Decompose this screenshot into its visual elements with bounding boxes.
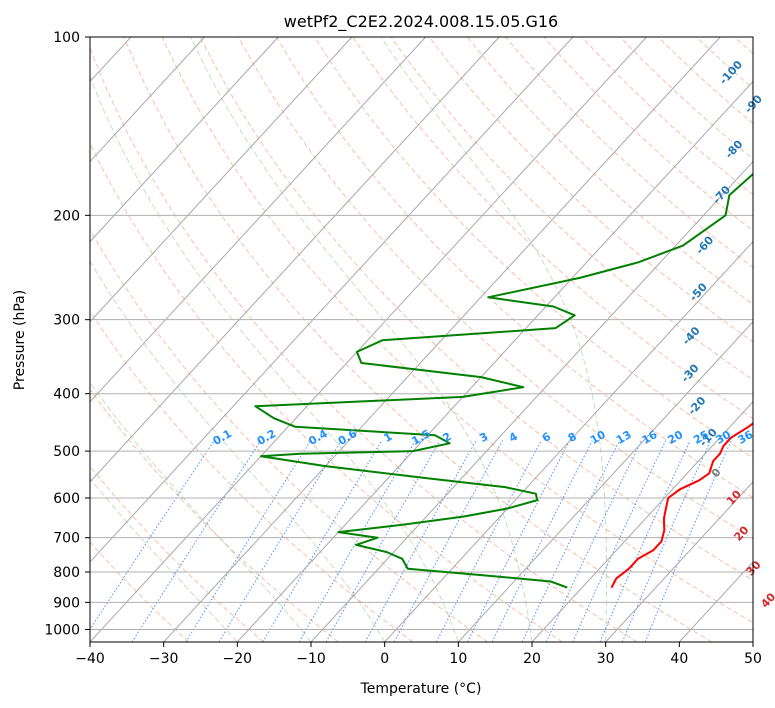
dry-adiabat-line — [90, 465, 264, 642]
isotherm-line — [163, 37, 721, 642]
isotherm-line — [90, 37, 426, 403]
isotherm-line — [605, 481, 753, 642]
temperature-profile-line — [610, 422, 753, 589]
isotherm-line — [90, 37, 574, 563]
dry-adiabat-line — [90, 46, 638, 642]
dry-adiabat-line — [90, 142, 563, 642]
mixing-ratio-line — [90, 440, 215, 631]
x-axis-label: Temperature (°C) — [360, 681, 482, 697]
y-tick-label: 600 — [53, 491, 80, 507]
mixing-ratio-line — [131, 440, 262, 642]
y-tick-label: 1000 — [44, 622, 80, 638]
mixing-ratio-line — [621, 440, 712, 642]
isotherm-label: 40 — [758, 590, 775, 610]
x-tick-label: 20 — [523, 651, 541, 667]
x-tick-label: −10 — [296, 651, 326, 667]
mixing-ratio-line — [393, 440, 504, 642]
dry-adiabat-line — [90, 388, 339, 642]
dry-adiabat-line — [199, 37, 753, 581]
y-axis-label: Pressure (hPa) — [12, 290, 28, 390]
x-tick-label: 0 — [380, 651, 389, 667]
isotherm-line — [90, 37, 353, 323]
plot-frame — [89, 36, 754, 643]
dewpoint-profile-line — [254, 172, 753, 589]
dry-adiabat-line — [237, 37, 753, 540]
x-tick-label: 10 — [449, 651, 467, 667]
isotherm-line — [90, 37, 205, 163]
isotherm-line — [90, 37, 279, 243]
mixing-ratio-line — [491, 440, 593, 642]
isotherm-line — [457, 320, 753, 642]
x-tick-label: −40 — [75, 651, 105, 667]
dry-adiabat-line — [352, 37, 753, 420]
isotherm-line — [531, 401, 753, 642]
mixing-ratio-line — [435, 440, 542, 642]
mixing-ratio-line — [185, 440, 312, 642]
y-tick-label: 300 — [53, 313, 80, 329]
moist-adiabat-line — [90, 260, 386, 642]
moist-adiabat-line — [90, 477, 238, 642]
isotherm-line — [752, 641, 753, 642]
isotherm-line — [310, 160, 753, 642]
y-tick-label: 700 — [53, 531, 80, 547]
moist-adiabat-line — [90, 75, 459, 642]
x-tick-label: −20 — [223, 651, 253, 667]
dry-adiabat-line — [161, 37, 753, 624]
mixing-ratio-line — [262, 440, 383, 642]
mixing-ratio-line — [298, 440, 416, 642]
isotherm-line — [90, 37, 647, 642]
y-tick-label: 200 — [53, 208, 80, 224]
y-tick-label: 500 — [53, 444, 80, 460]
isotherm-line — [90, 37, 500, 483]
x-tick-label: 50 — [744, 651, 762, 667]
moist-adiabat-line — [380, 37, 608, 642]
dry-adiabat-line — [123, 37, 712, 642]
x-tick-label: −30 — [149, 651, 179, 667]
isotherm-line — [236, 80, 753, 642]
dry-adiabat-line — [276, 37, 753, 499]
mixing-ratio-line — [521, 440, 620, 642]
mixing-ratio-line — [218, 440, 342, 642]
dry-adiabat-line — [466, 37, 753, 305]
isotherm-line — [384, 240, 753, 642]
plot-background — [90, 37, 753, 642]
y-tick-label: 100 — [53, 30, 80, 46]
dry-adiabat-line — [390, 37, 753, 381]
dry-adiabat-line — [90, 310, 414, 642]
chart-title: wetPf2_C2E2.2024.008.15.05.G16 — [284, 12, 558, 32]
x-tick-label: 40 — [670, 651, 688, 667]
mixing-ratio-line — [644, 440, 732, 642]
y-tick-label: 800 — [53, 565, 80, 581]
y-tick-label: 900 — [53, 595, 80, 611]
isotherm-line — [0, 37, 57, 642]
x-tick-label: 30 — [597, 651, 615, 667]
y-tick-label: 400 — [53, 387, 80, 403]
